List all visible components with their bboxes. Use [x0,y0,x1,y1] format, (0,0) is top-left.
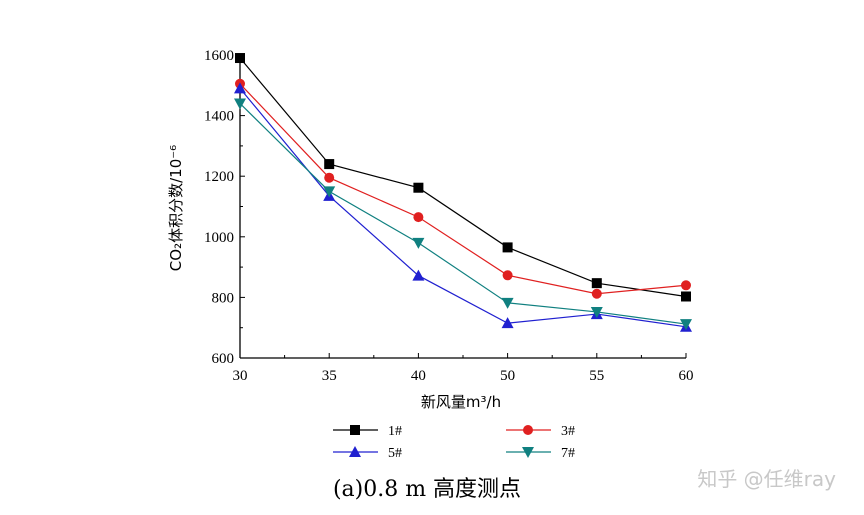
series-group [234,53,692,332]
legend-label: 1# [388,424,402,439]
legend-item: 7# [506,446,575,461]
data-point [412,237,425,249]
y-tick-label: 800 [212,290,235,306]
watermark: 知乎 @任维ray [697,467,836,491]
data-point [681,280,691,291]
series-1 [235,53,691,302]
data-point [234,98,246,110]
y-tick-label: 600 [212,351,235,367]
legend: 1# 3# 5# 7# [333,424,575,461]
x-tick-label: 40 [411,368,426,384]
data-point [412,269,425,281]
data-point [502,270,513,281]
legend-item: 5# [333,446,402,461]
x-axis-label: 新风量m³/h [421,393,501,411]
data-point [413,212,424,223]
x-tick-label: 50 [500,368,515,384]
series-4 [234,98,692,331]
legend-label: 3# [561,424,575,439]
data-point [413,182,424,193]
legend-item: 3# [506,424,575,439]
data-point [323,186,336,198]
legend-marker [349,446,361,457]
series-line [239,87,687,328]
data-point [501,317,514,329]
chart-title: (a)0.8 m 高度测点 [333,477,521,502]
data-point [591,288,602,299]
x-tick-label: 60 [679,368,694,384]
data-point [681,291,691,302]
series-line [239,57,687,298]
y-tick-label: 1400 [204,109,234,125]
data-point [680,319,692,331]
y-axis-label: CO₂体积分数/10⁻⁶ [167,145,185,271]
legend-marker [350,425,360,435]
data-point [234,82,246,94]
series-2 [235,78,691,299]
legend-marker [522,447,534,458]
legend-label: 7# [561,446,575,461]
data-point [590,306,603,318]
x-tick-label: 30 [233,368,248,384]
data-point [591,278,602,289]
series-line [239,83,687,295]
y-tick-label: 1000 [204,230,234,246]
y-tick-label: 1600 [204,48,234,64]
data-point [235,53,245,64]
x-tick-label: 55 [589,368,604,384]
axes: 600 800 1000 1200 1400 1600 30 35 40 50 55 60 [204,48,694,384]
y-tick-label: 1200 [204,169,234,185]
data-point [324,159,335,170]
x-tick-label: 35 [322,368,337,384]
data-point [502,242,513,253]
series-line [239,103,687,325]
legend-marker [523,425,533,435]
data-point [324,172,335,183]
data-point [501,297,514,309]
legend-label: 5# [388,446,402,461]
series-3 [234,82,692,332]
legend-item: 1# [333,424,402,439]
